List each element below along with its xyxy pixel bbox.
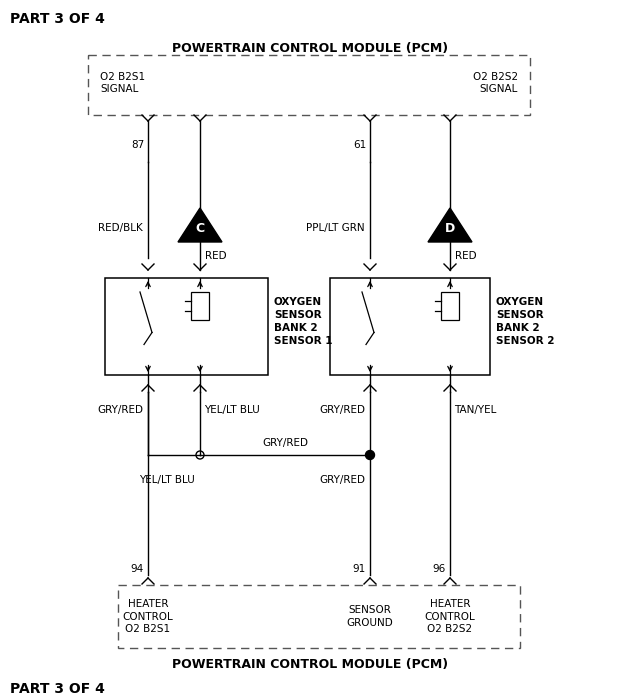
Circle shape [365,451,375,459]
Text: HEATER
CONTROL
O2 B2S1: HEATER CONTROL O2 B2S1 [122,599,174,634]
Text: O2 B2S2
SIGNAL: O2 B2S2 SIGNAL [473,72,518,94]
Text: GRY/RED: GRY/RED [319,475,365,485]
Text: 87: 87 [131,140,144,150]
Text: D: D [445,221,455,234]
Bar [441,292,459,320]
Text: GRY/RED: GRY/RED [319,405,365,415]
Text: HEATER
CONTROL
O2 B2S2: HEATER CONTROL O2 B2S2 [425,599,475,634]
Text: YEL/LT BLU: YEL/LT BLU [204,405,260,415]
Text: GRY/RED: GRY/RED [97,405,143,415]
Text: C: C [195,221,205,234]
Text: O2 B2S1
SIGNAL: O2 B2S1 SIGNAL [100,72,145,94]
Text: OXYGEN
SENSOR
BANK 2
SENSOR 1: OXYGEN SENSOR BANK 2 SENSOR 1 [274,298,332,346]
Text: GRY/RED: GRY/RED [262,438,308,448]
Text: 96: 96 [433,564,446,574]
Text: PART 3 OF 4: PART 3 OF 4 [10,12,105,26]
Text: YEL/LT BLU: YEL/LT BLU [139,475,195,485]
Text: OXYGEN
SENSOR
BANK 2
SENSOR 2: OXYGEN SENSOR BANK 2 SENSOR 2 [496,298,554,346]
Text: SENSOR
GROUND: SENSOR GROUND [347,606,394,628]
Text: PPL/LT GRN: PPL/LT GRN [307,223,365,233]
Text: POWERTRAIN CONTROL MODULE (PCM): POWERTRAIN CONTROL MODULE (PCM) [172,658,448,671]
Text: 61: 61 [353,140,366,150]
Text: TAN/YEL: TAN/YEL [454,405,496,415]
Text: 91: 91 [353,564,366,574]
Polygon shape [428,208,472,242]
Text: POWERTRAIN CONTROL MODULE (PCM): POWERTRAIN CONTROL MODULE (PCM) [172,42,448,55]
Text: RED: RED [455,251,476,261]
Bar [191,292,209,320]
Bar [105,278,268,375]
Bar [330,278,490,375]
Text: RED/BLK: RED/BLK [98,223,143,233]
Text: PART 3 OF 4: PART 3 OF 4 [10,682,105,696]
Text: RED: RED [205,251,227,261]
Polygon shape [178,208,222,242]
Text: 94: 94 [131,564,144,574]
